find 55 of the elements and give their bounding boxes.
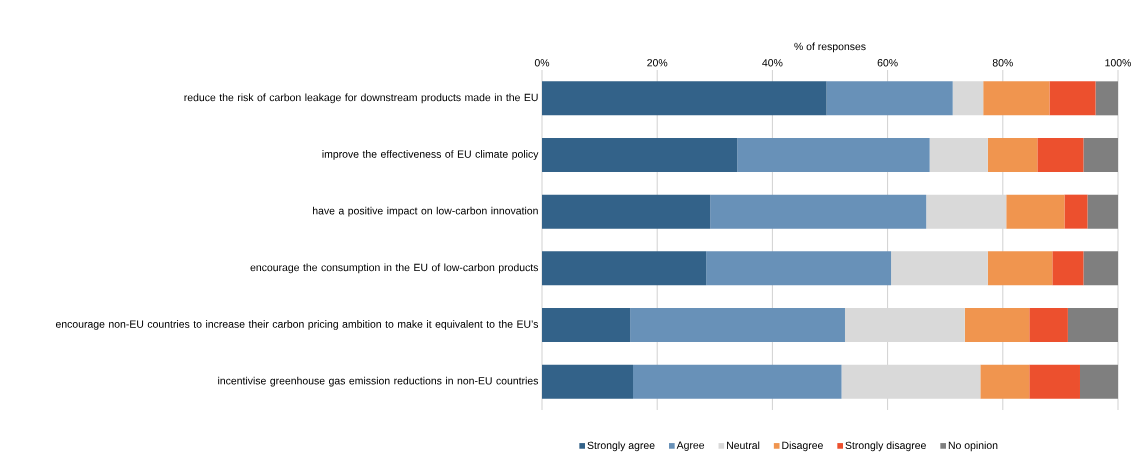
bar xyxy=(1083,251,1119,286)
x-tick-label: 80% xyxy=(992,59,1013,67)
bar xyxy=(1064,194,1088,229)
legend-label: Disagree xyxy=(782,441,823,452)
bar xyxy=(1083,137,1119,172)
bar xyxy=(542,307,631,342)
x-tick-label: 0% xyxy=(534,59,550,67)
bar xyxy=(542,81,827,116)
bar xyxy=(542,194,711,229)
bar xyxy=(1052,251,1084,286)
legend-label: Strongly agree xyxy=(587,441,655,452)
bar xyxy=(737,137,930,172)
bar xyxy=(542,137,738,172)
bar xyxy=(542,251,707,286)
bar xyxy=(1067,307,1119,342)
bar xyxy=(929,137,988,172)
bar xyxy=(826,81,953,116)
bar xyxy=(706,251,892,286)
bar xyxy=(987,137,1038,172)
legend-label: Neutral xyxy=(727,441,760,450)
y-tick-label: encourage non-EU countries to increase their carbon pricing ambition to make it equivalent to the EU’s xyxy=(55,320,539,330)
bar xyxy=(980,364,1030,399)
bar xyxy=(983,81,1050,116)
bar xyxy=(1049,81,1096,116)
bar xyxy=(1095,81,1119,116)
legend-label: No opinion xyxy=(948,441,998,452)
x-tick-label: 40% xyxy=(762,59,783,67)
y-tick-label: have a positive impact on low-carbon innovation xyxy=(313,206,538,217)
bar xyxy=(841,364,981,399)
bar xyxy=(1006,194,1065,229)
bar xyxy=(1079,364,1119,399)
bar xyxy=(710,194,927,229)
x-tick-label: 20% xyxy=(647,59,668,67)
bar xyxy=(1029,364,1080,399)
bar xyxy=(964,307,1030,342)
x-tick-label: 60% xyxy=(877,59,898,67)
bar xyxy=(1037,137,1084,172)
bar xyxy=(926,194,1007,229)
bar xyxy=(987,251,1053,286)
bar xyxy=(891,251,988,286)
bar xyxy=(542,364,634,399)
bar xyxy=(844,307,965,342)
y-tick-label: improve the effectiveness of EU climate policy xyxy=(322,150,539,160)
y-tick-label: reduce the risk of carbon leakage for downstream products made in the EU xyxy=(184,93,538,104)
bar xyxy=(952,81,984,116)
y-tick-label: encourage the consumption in the EU of low-carbon products xyxy=(250,263,539,274)
bar xyxy=(1087,194,1119,229)
legend-label: Strongly disagree xyxy=(845,441,926,452)
legend-label: Agree xyxy=(676,441,705,451)
x-axis-title: % of responses xyxy=(794,42,866,53)
bar xyxy=(633,364,842,399)
x-tick-label: 100% xyxy=(1105,59,1131,67)
bar xyxy=(1029,307,1068,342)
y-tick-label: incentivise greenhouse gas emission reductions in non-EU countries xyxy=(218,376,539,387)
bar xyxy=(630,307,845,342)
